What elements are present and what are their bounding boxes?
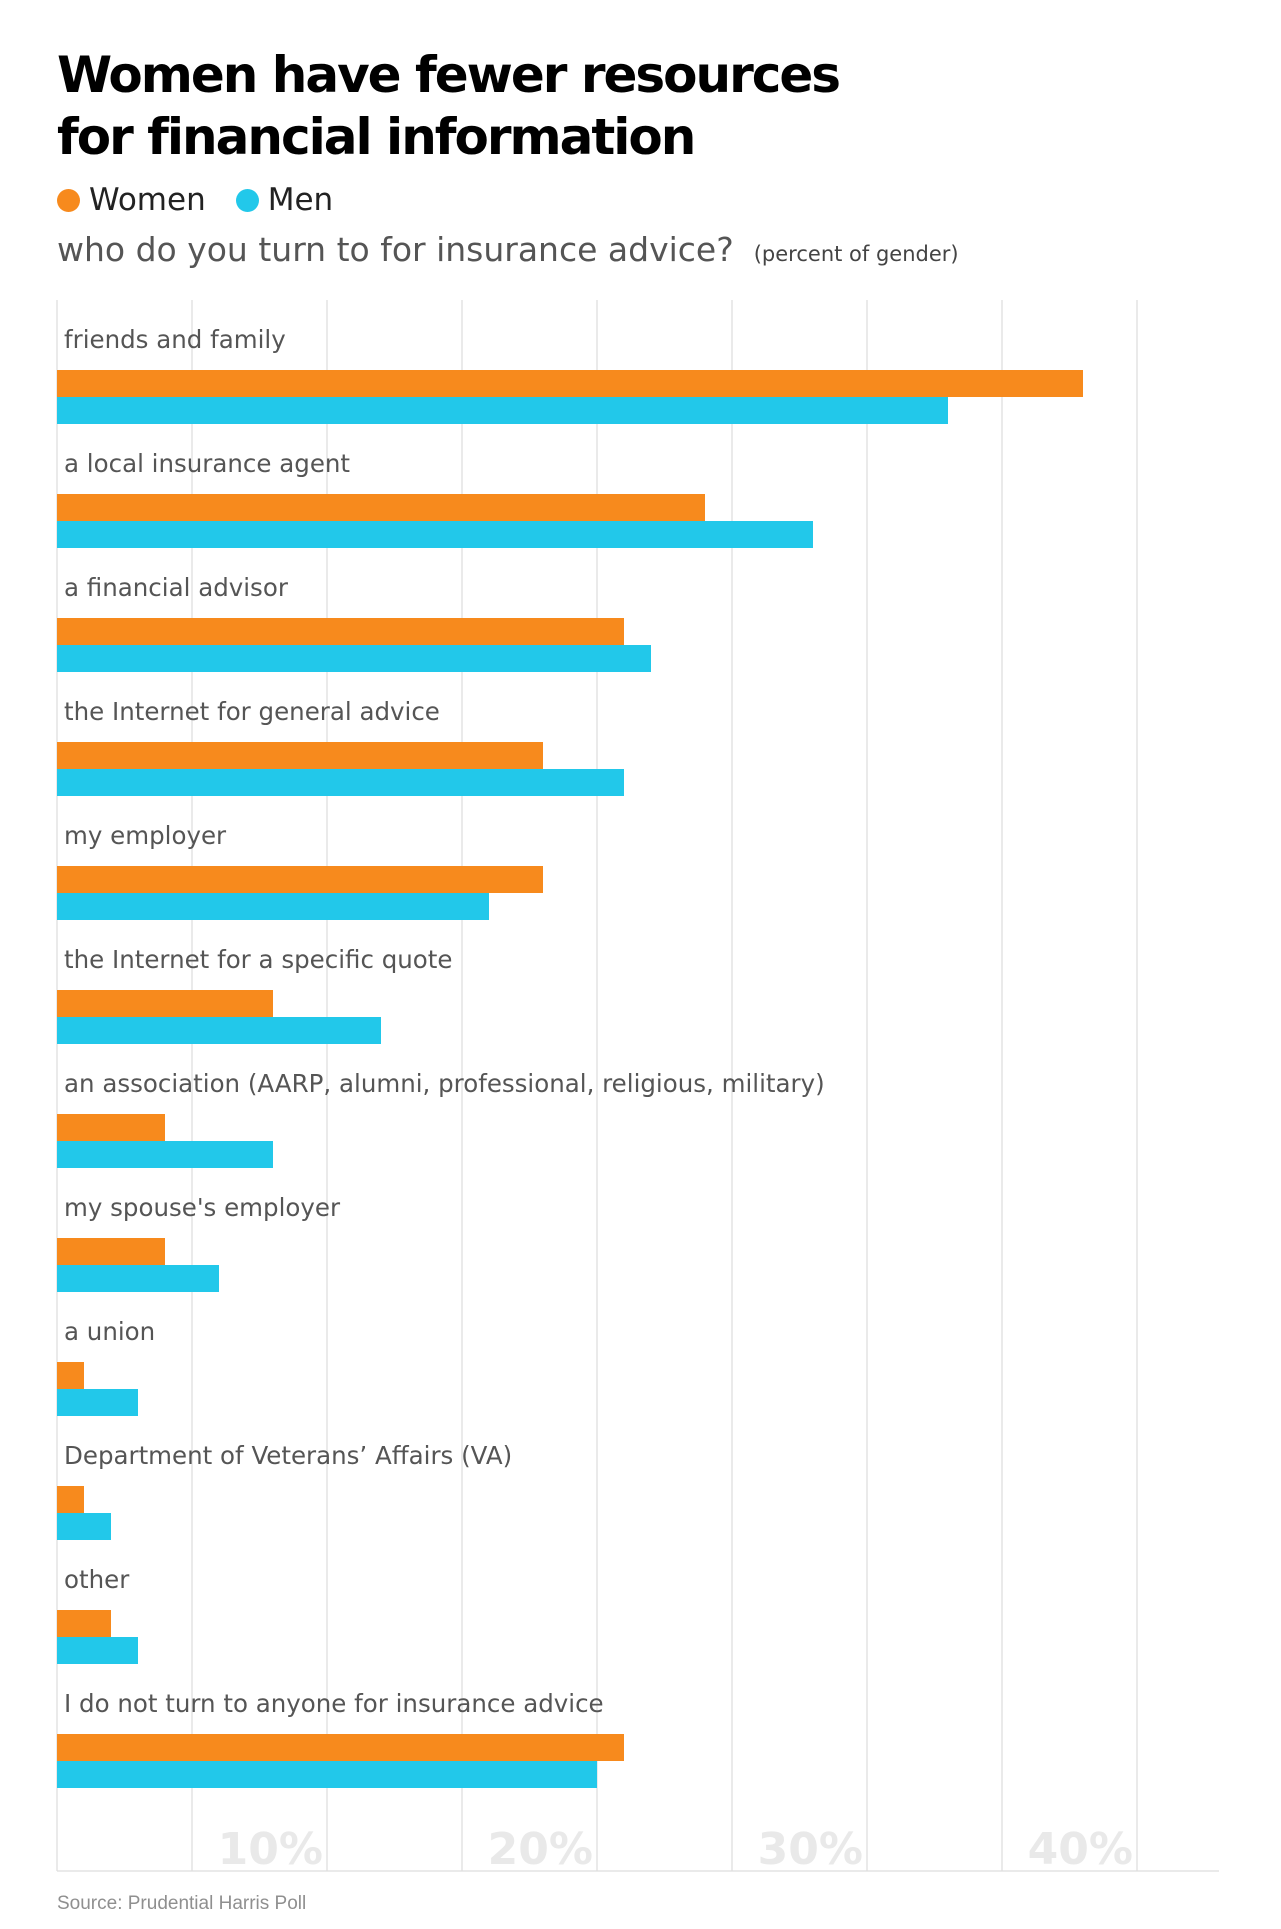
bar-women (57, 866, 543, 893)
bar-men (57, 1513, 111, 1540)
bar-men (57, 1761, 597, 1788)
x-tick-label: 40% (1028, 1824, 1133, 1875)
bar-men (57, 1141, 273, 1168)
bar-women (57, 742, 543, 769)
category-label: a union (64, 1317, 155, 1346)
bar-women (57, 1486, 84, 1513)
bar-women (57, 1114, 165, 1141)
category-label: my employer (64, 821, 227, 850)
x-tick-label: 10% (218, 1824, 323, 1875)
bar-men (57, 1017, 381, 1044)
bar-women (57, 370, 1083, 397)
category-label: the Internet for a specific quote (64, 945, 452, 974)
category-label: other (64, 1565, 130, 1594)
legend-label-men: Men (267, 182, 334, 218)
x-tick-label: 30% (758, 1824, 863, 1875)
category-label: friends and family (64, 325, 286, 354)
category-label: I do not turn to anyone for insurance ad… (64, 1689, 604, 1718)
bar-men (57, 397, 948, 424)
legend: Women Men (57, 182, 363, 218)
category-label: a financial advisor (64, 573, 289, 602)
legend-label-women: Women (89, 182, 206, 218)
category-label: my spouse's employer (64, 1193, 341, 1222)
bar-men (57, 1637, 138, 1664)
bar-women (57, 1238, 165, 1265)
bar-men (57, 769, 624, 796)
legend-entry-men: Men (235, 182, 334, 218)
title-line-1: Women have fewer resources (57, 46, 841, 104)
source-note: Source: Prudential Harris Poll (57, 1893, 307, 1914)
legend-swatch-men (235, 188, 259, 212)
bar-men (57, 893, 489, 920)
bar-men (57, 1265, 219, 1292)
chart-title: Women have fewer resources for financial… (57, 44, 1057, 168)
unit-note: (percent of gender) (753, 242, 959, 266)
category-label: an association (AARP, alumni, profession… (64, 1069, 825, 1098)
bar-women (57, 1362, 84, 1389)
title-line-2: for financial information (57, 108, 696, 166)
legend-entry-women: Women (57, 182, 206, 218)
category-label: the Internet for general advice (64, 697, 440, 726)
category-label: Department of Veterans’ Affairs (VA) (64, 1441, 512, 1470)
bar-women (57, 990, 273, 1017)
bar-women (57, 494, 705, 521)
category-label: a local insurance agent (64, 449, 350, 478)
bar-women (57, 618, 624, 645)
bar-women (57, 1734, 624, 1761)
chart-subtitle: who do you turn to for insurance advice?… (57, 230, 959, 269)
bar-men (57, 645, 651, 672)
bar-men (57, 521, 813, 548)
bar-women (57, 1610, 111, 1637)
legend-swatch-women (57, 188, 80, 212)
x-tick-label: 20% (488, 1824, 593, 1875)
bar-men (57, 1389, 138, 1416)
question-text: who do you turn to for insurance advice? (57, 230, 734, 269)
